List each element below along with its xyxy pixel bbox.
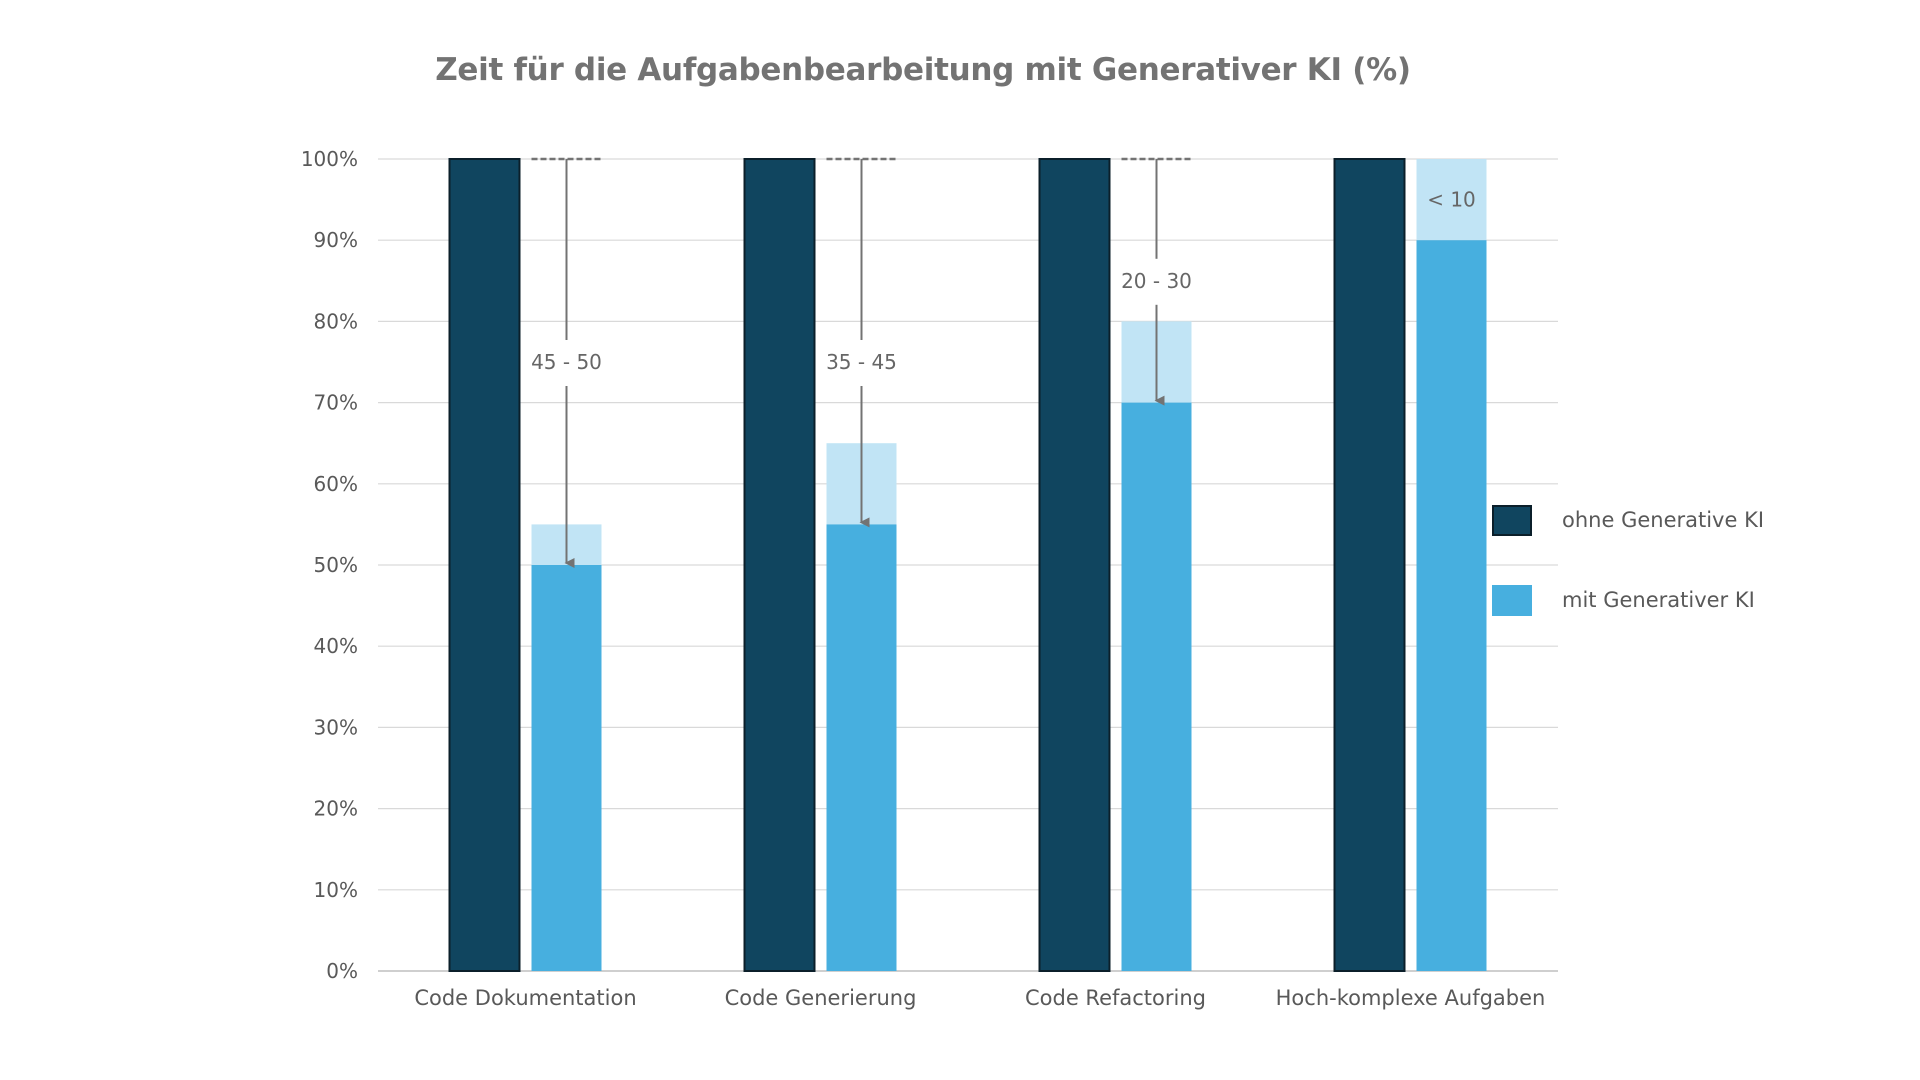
- legend-label-ohne: ohne Generative KI: [1562, 508, 1765, 532]
- legend-item-ohne: ohne Generative KI: [1492, 500, 1764, 540]
- bar-mit-generativer-ki: [531, 565, 602, 971]
- x-category-label: Code Generierung: [725, 986, 917, 1010]
- legend: ohne Generative KI mit Generativer KI: [1492, 500, 1764, 660]
- legend-swatch-mit: [1492, 584, 1532, 616]
- x-axis-categories: Code Dokumentation Code Generierung Code R…: [414, 986, 1545, 1010]
- bar-mit-generativer-ki: [1416, 240, 1487, 971]
- bar-ohne-generative-ki: [743, 158, 816, 972]
- y-tick-label: 10%: [314, 878, 358, 902]
- y-tick-label: 50%: [314, 553, 358, 577]
- y-tick-label: 70%: [314, 391, 358, 415]
- bar-ohne-generative-ki: [1038, 158, 1111, 972]
- bar-ohne-generative-ki: [448, 158, 521, 972]
- y-tick-label: 100%: [301, 147, 358, 171]
- x-category-label: Hoch-komplexe Aufgaben: [1276, 986, 1546, 1010]
- x-category-label: Code Refactoring: [1025, 986, 1206, 1010]
- bar-mit-generativer-ki: [1121, 402, 1192, 972]
- y-tick-label: 0%: [326, 959, 358, 983]
- bar-mit-generativer-ki: [826, 524, 897, 971]
- bar-range-mit-generativer-ki: [1416, 159, 1487, 241]
- y-tick-label: 90%: [314, 228, 358, 252]
- reduction-label: 20 - 30: [1121, 269, 1192, 293]
- bar-ohne-generative-ki: [1333, 158, 1406, 972]
- legend-swatch-ohne: [1492, 504, 1532, 536]
- annotations: 45 - 50 35 - 45 20 - 30 < 10: [531, 157, 1476, 568]
- y-tick-label: 40%: [314, 634, 358, 658]
- reduction-label: 45 - 50: [531, 350, 602, 374]
- y-tick-label: 60%: [314, 472, 358, 496]
- y-tick-label: 30%: [314, 715, 358, 739]
- reduction-label: < 10: [1427, 188, 1476, 212]
- y-tick-label: 80%: [314, 309, 358, 333]
- legend-item-mit: mit Generativer KI: [1492, 580, 1764, 620]
- chart-title: Zeit für die Aufgabenbearbeitung mit Gen…: [435, 52, 1411, 88]
- y-tick-label: 20%: [314, 797, 358, 821]
- y-axis-ticks: 0% 10% 20% 30% 40% 50% 60% 70% 80% 90% 100%: [301, 147, 358, 983]
- reduction-label: 35 - 45: [826, 350, 897, 374]
- bars: [448, 158, 1487, 972]
- x-category-label: Code Dokumentation: [414, 986, 636, 1010]
- legend-label-mit: mit Generativer KI: [1562, 588, 1755, 612]
